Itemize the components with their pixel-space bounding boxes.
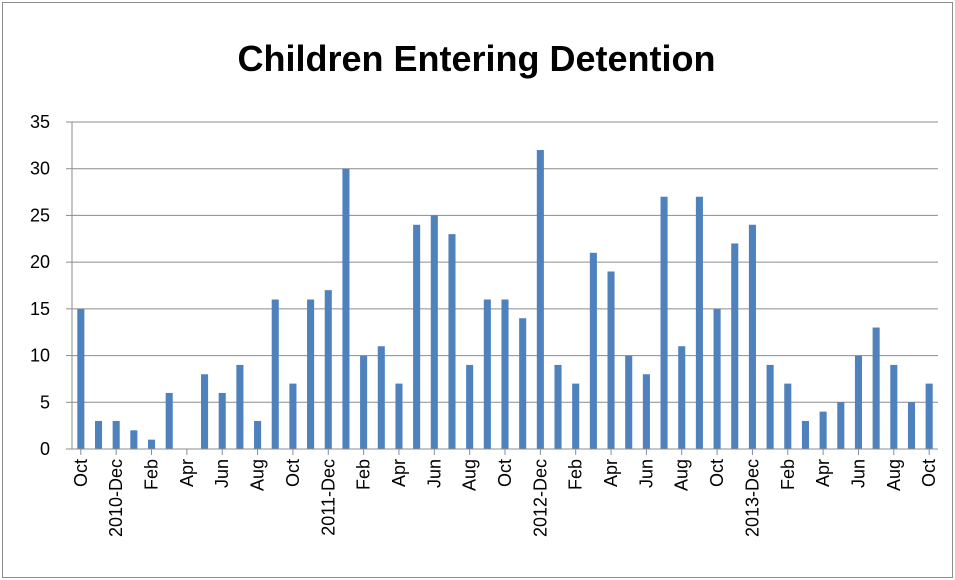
x-tick-label: Apr bbox=[601, 459, 621, 487]
y-tick-labels: 0 5 10 15 20 25 30 35 bbox=[30, 112, 50, 459]
bar bbox=[395, 383, 403, 449]
bar bbox=[589, 252, 597, 449]
x-tick-label: Jun bbox=[848, 459, 868, 488]
x-tick-label: Jun bbox=[636, 459, 656, 488]
x-tick-label: 2011-Dec bbox=[318, 459, 338, 536]
bar bbox=[713, 308, 721, 449]
x-tick-label: Apr bbox=[813, 459, 833, 487]
bar bbox=[766, 364, 774, 449]
x-tick-label: Oct bbox=[707, 459, 727, 487]
bar bbox=[112, 420, 120, 449]
chart-title: Children Entering Detention bbox=[237, 38, 716, 79]
bar bbox=[854, 355, 863, 449]
bar bbox=[554, 364, 562, 449]
x-tick-label: 2013-Dec bbox=[742, 459, 762, 537]
x-tick-label: Aug bbox=[248, 459, 268, 491]
y-tick-label: 35 bbox=[30, 112, 50, 132]
bar bbox=[483, 299, 491, 449]
x-tick-label: Oct bbox=[495, 459, 515, 487]
bar bbox=[342, 168, 350, 449]
bar bbox=[625, 355, 633, 449]
bar bbox=[872, 327, 880, 449]
bar bbox=[165, 392, 173, 449]
y-tick-label: 30 bbox=[30, 159, 50, 179]
y-tick-label: 20 bbox=[30, 252, 50, 272]
bar bbox=[536, 150, 544, 449]
bar bbox=[890, 364, 898, 449]
bar bbox=[147, 439, 156, 449]
y-tick-label: 10 bbox=[30, 346, 50, 366]
bar bbox=[77, 308, 85, 449]
bar bbox=[271, 299, 279, 449]
x-tick-label: Jun bbox=[424, 459, 444, 488]
bar bbox=[130, 430, 138, 449]
x-tick-label: Oct bbox=[919, 459, 939, 487]
x-tick-label: Oct bbox=[283, 459, 303, 487]
bar bbox=[377, 346, 385, 449]
bar bbox=[678, 346, 686, 449]
bar bbox=[324, 290, 332, 449]
bar bbox=[907, 402, 916, 449]
bar bbox=[501, 299, 509, 449]
bar bbox=[519, 318, 527, 449]
bar bbox=[642, 374, 650, 449]
bar bbox=[201, 374, 209, 449]
x-tick-label: Apr bbox=[389, 459, 409, 487]
bar bbox=[784, 383, 792, 449]
bar bbox=[448, 234, 456, 449]
bar bbox=[94, 420, 103, 449]
x-tick-label: 2010-Dec bbox=[106, 459, 126, 537]
bar bbox=[748, 224, 756, 449]
y-tick-label: 5 bbox=[40, 392, 50, 412]
bar bbox=[837, 402, 845, 449]
x-tick-labels: Oct 2010-Dec Feb Apr Jun Aug Oct 2011-Dec Feb Apr… bbox=[71, 459, 939, 537]
axes bbox=[66, 121, 938, 455]
x-tick-label: Aug bbox=[884, 459, 904, 491]
bar bbox=[660, 196, 668, 449]
bar bbox=[819, 411, 827, 449]
x-tick-label: Apr bbox=[177, 459, 197, 487]
bar bbox=[236, 364, 244, 449]
bars bbox=[77, 150, 933, 449]
bar bbox=[218, 392, 226, 449]
bar bbox=[307, 299, 315, 449]
x-tick-label: Feb bbox=[142, 459, 162, 490]
bar bbox=[430, 215, 438, 449]
x-tick-label: Feb bbox=[354, 459, 374, 490]
bar bbox=[695, 196, 703, 449]
y-tick-label: 0 bbox=[40, 439, 50, 459]
bar bbox=[466, 364, 474, 449]
bar bbox=[254, 420, 262, 449]
y-tick-label: 25 bbox=[30, 205, 50, 225]
x-tick-label: Feb bbox=[778, 459, 798, 490]
bar bbox=[801, 420, 809, 449]
bar bbox=[572, 383, 580, 449]
x-tick-label: 2012-Dec bbox=[530, 459, 550, 537]
bar bbox=[289, 383, 297, 449]
y-tick-label: 15 bbox=[30, 299, 50, 319]
x-tick-label: Jun bbox=[212, 459, 232, 488]
bar bbox=[360, 355, 368, 449]
bar bbox=[413, 224, 421, 449]
bar bbox=[731, 243, 739, 449]
bar bbox=[925, 383, 933, 449]
x-tick-label: Feb bbox=[566, 459, 586, 490]
x-tick-label: Aug bbox=[672, 459, 692, 491]
bar bbox=[607, 271, 615, 449]
x-tick-label: Aug bbox=[460, 459, 480, 491]
x-tick-label: Oct bbox=[71, 459, 91, 487]
